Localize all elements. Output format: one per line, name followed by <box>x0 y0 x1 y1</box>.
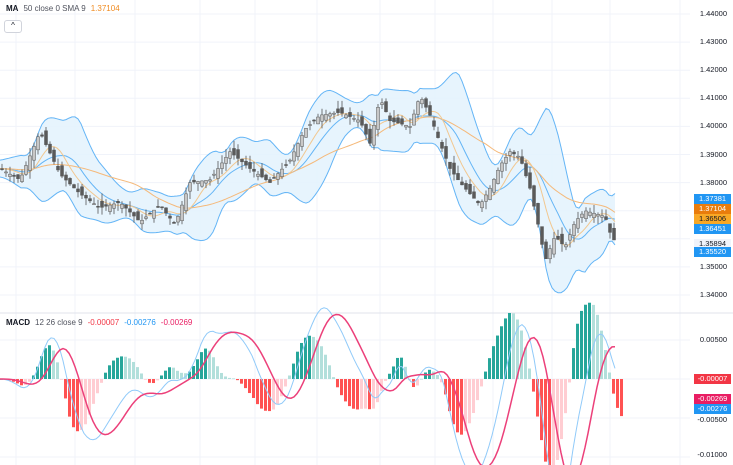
price-tick: 1.34000 <box>699 290 727 299</box>
price-tick: 1.35000 <box>699 262 727 271</box>
collapse-legend-button[interactable]: ^ <box>4 20 22 33</box>
macd-tick: -0.00500 <box>697 415 727 424</box>
indicator-params: 50 close 0 SMA 9 <box>23 4 86 13</box>
macd-params: 12 26 close 9 <box>35 318 83 327</box>
signal-tag: -0.00269 <box>694 394 731 404</box>
indicator-name: MA <box>6 4 19 13</box>
macd-tick: -0.01000 <box>697 450 727 459</box>
price-tick: 1.43000 <box>699 37 727 46</box>
price-tick: 1.39000 <box>699 150 727 159</box>
macd-name: MACD <box>6 318 30 327</box>
macd-value: -0.00276 <box>124 318 156 327</box>
bollinger-bands <box>0 71 616 294</box>
indicator-value: 1.37104 <box>90 4 120 13</box>
main-legend[interactable]: MA 50 close 0 SMA 9 1.37104 <box>6 4 120 13</box>
bb-basis-tag: 1.36451 <box>694 224 731 234</box>
chevron-up-icon: ^ <box>11 21 15 30</box>
price-tick: 1.44000 <box>699 9 727 18</box>
bb-upper-tag: 1.37381 <box>694 194 731 204</box>
moving-averages <box>0 110 616 247</box>
macd-legend[interactable]: MACD 12 26 close 9 -0.00007 -0.00276 -0.… <box>6 318 192 327</box>
price-tick: 1.42000 <box>699 65 727 74</box>
macd-histogram <box>0 302 623 465</box>
macd-lines <box>0 307 616 465</box>
macd-tick: 0.00500 <box>699 335 727 344</box>
histogram-value: -0.00007 <box>87 318 120 327</box>
signal-value: -0.00269 <box>160 318 193 327</box>
price-tick: 1.38000 <box>699 178 727 187</box>
histogram-tag: -0.00007 <box>694 374 731 384</box>
price-tick: 1.41000 <box>699 93 727 102</box>
last-price-tag: 1.35894 <box>694 239 731 249</box>
bb-lower-tag: 1.35520 <box>694 247 731 257</box>
ma-short-tag: 1.36506 <box>694 214 731 224</box>
candles <box>0 96 616 264</box>
macd-tag: -0.00276 <box>694 404 731 414</box>
price-tick: 1.40000 <box>699 121 727 130</box>
ma50-tag: 1.37104 <box>694 204 731 214</box>
